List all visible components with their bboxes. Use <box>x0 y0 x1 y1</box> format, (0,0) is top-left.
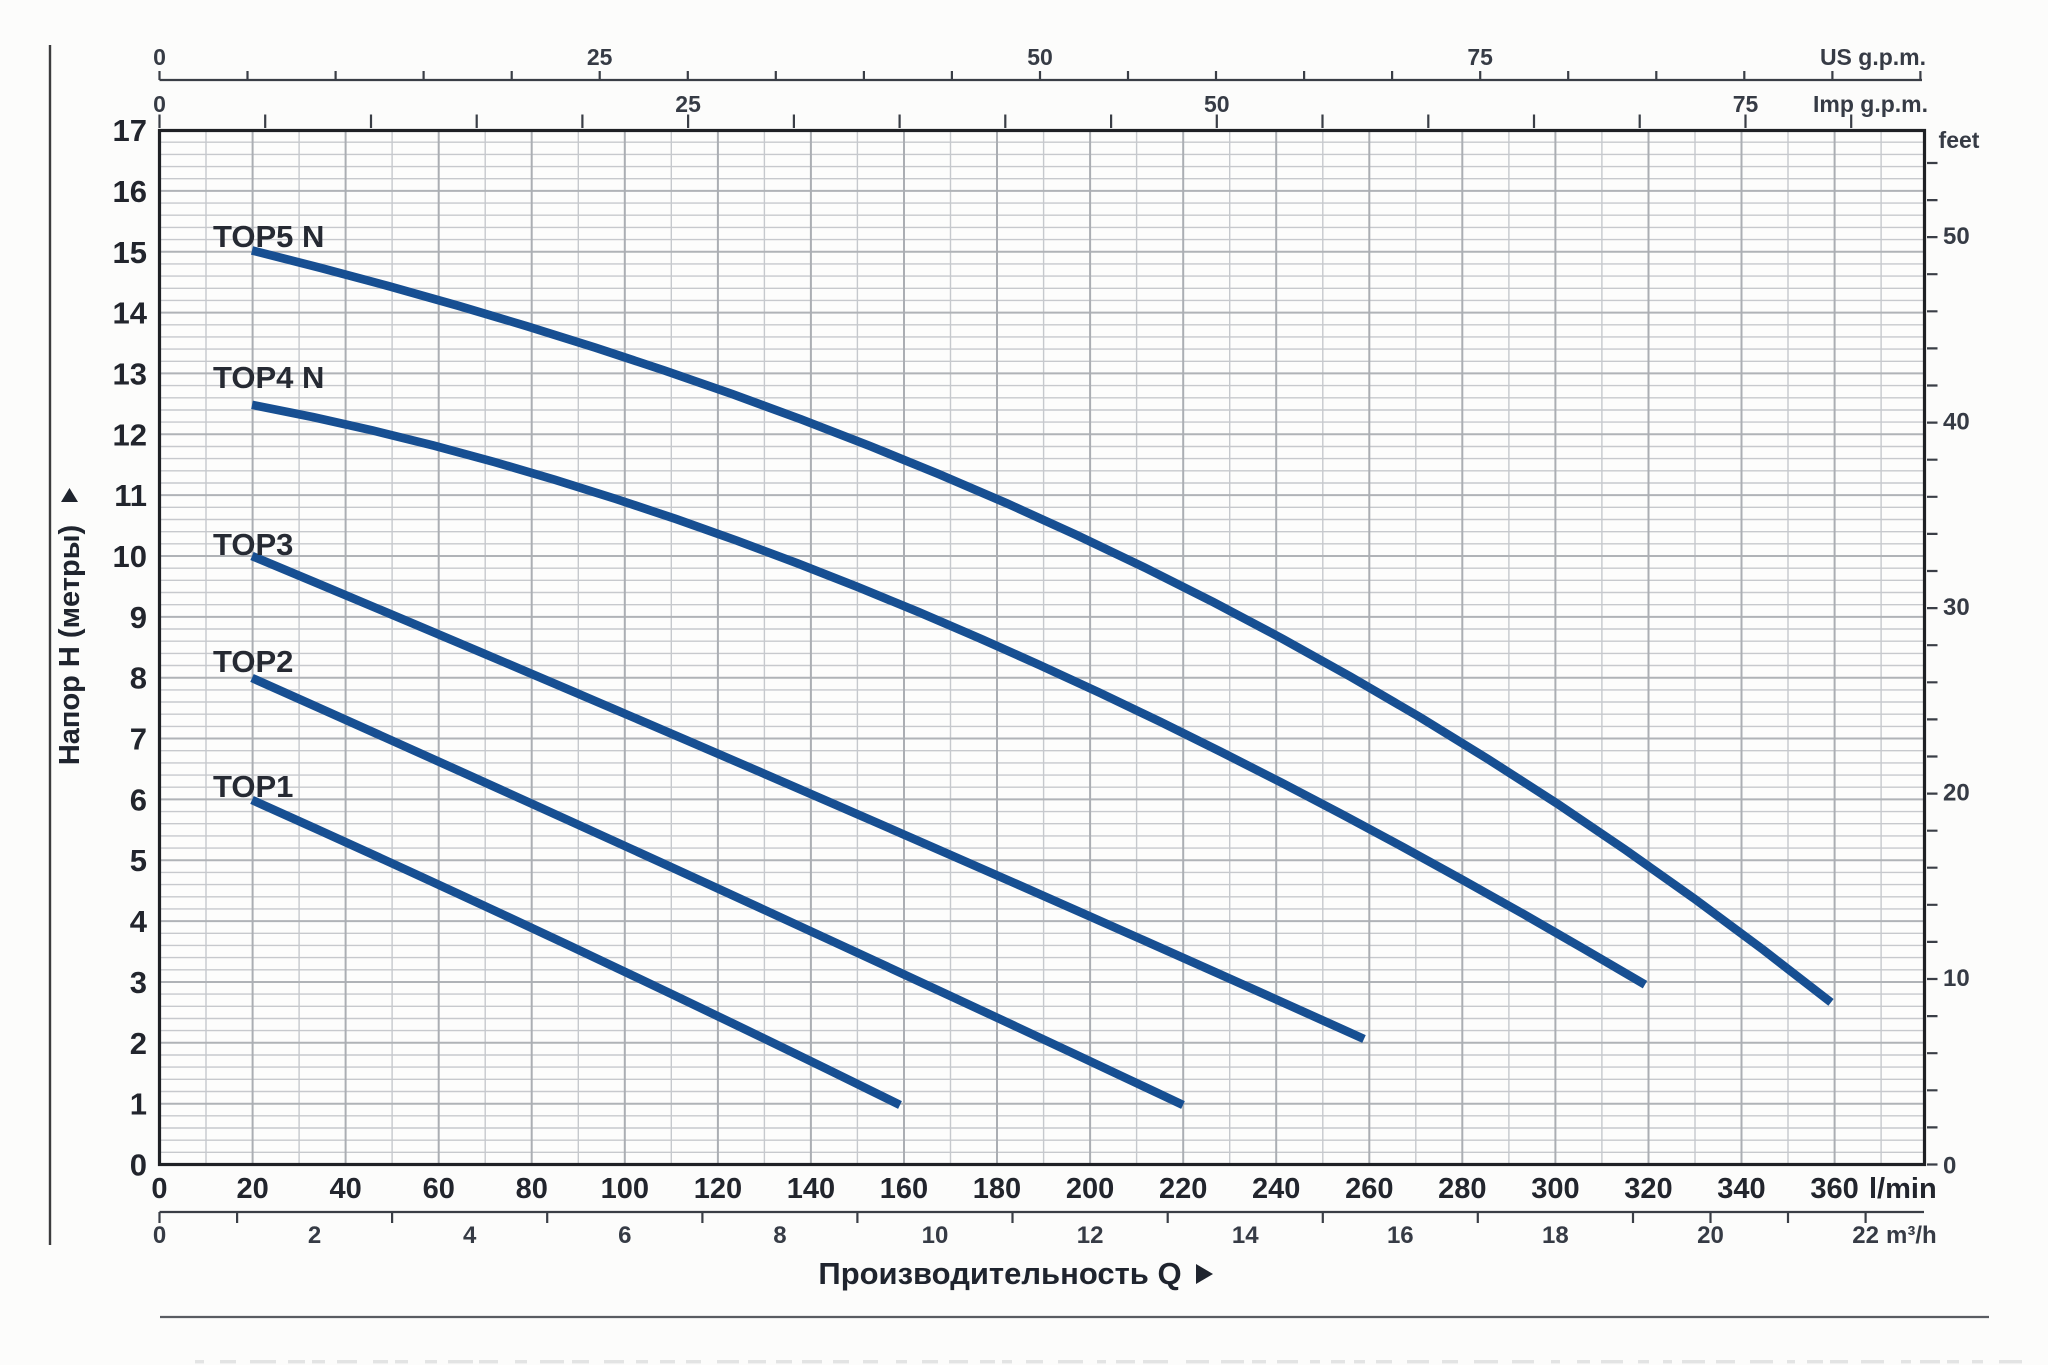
svg-text:20: 20 <box>236 1173 268 1205</box>
svg-text:Производительность Q: Производительность Q <box>818 1256 1181 1291</box>
svg-text:TOP3: TOP3 <box>213 527 293 562</box>
svg-text:0: 0 <box>153 1222 166 1249</box>
svg-text:25: 25 <box>587 44 613 70</box>
svg-text:20: 20 <box>1943 780 1970 807</box>
svg-text:14: 14 <box>1232 1222 1259 1249</box>
svg-text:12: 12 <box>113 417 147 452</box>
svg-text:300: 300 <box>1531 1173 1579 1205</box>
svg-text:TOP4 N: TOP4 N <box>213 360 324 395</box>
svg-text:US g.p.m.: US g.p.m. <box>1820 44 1926 70</box>
svg-text:8: 8 <box>773 1222 786 1249</box>
svg-text:60: 60 <box>423 1173 455 1205</box>
svg-text:8: 8 <box>130 661 147 696</box>
svg-text:12: 12 <box>1077 1222 1104 1249</box>
svg-text:160: 160 <box>880 1173 928 1205</box>
svg-text:100: 100 <box>601 1173 649 1205</box>
svg-text:50: 50 <box>1943 223 1970 250</box>
svg-text:11: 11 <box>114 478 147 513</box>
svg-text:5: 5 <box>130 843 147 878</box>
svg-text:10: 10 <box>113 539 147 574</box>
svg-text:0: 0 <box>153 44 166 70</box>
svg-text:40: 40 <box>329 1173 361 1205</box>
svg-text:4: 4 <box>463 1222 477 1249</box>
svg-text:feet: feet <box>1939 127 1980 153</box>
svg-text:m³/h: m³/h <box>1886 1222 1937 1249</box>
svg-text:18: 18 <box>1542 1222 1569 1249</box>
svg-text:140: 140 <box>787 1173 835 1205</box>
svg-text:75: 75 <box>1733 91 1759 117</box>
svg-text:7: 7 <box>130 722 147 757</box>
svg-text:6: 6 <box>130 782 147 817</box>
svg-text:25: 25 <box>675 91 701 117</box>
svg-text:13: 13 <box>113 356 147 391</box>
svg-text:30: 30 <box>1943 594 1970 621</box>
svg-text:22: 22 <box>1852 1222 1879 1249</box>
svg-text:14: 14 <box>113 296 148 331</box>
svg-text:280: 280 <box>1438 1173 1486 1205</box>
svg-text:Напор H (метры): Напор H (метры) <box>54 525 86 765</box>
svg-text:240: 240 <box>1252 1173 1300 1205</box>
svg-text:50: 50 <box>1027 44 1053 70</box>
svg-text:50: 50 <box>1204 91 1230 117</box>
svg-text:TOP2: TOP2 <box>213 644 293 679</box>
svg-text:220: 220 <box>1159 1173 1207 1205</box>
svg-text:4: 4 <box>130 904 148 939</box>
svg-text:20: 20 <box>1697 1222 1724 1249</box>
svg-text:17: 17 <box>113 113 147 148</box>
svg-text:0: 0 <box>1943 1153 1956 1180</box>
svg-text:10: 10 <box>1943 965 1970 992</box>
svg-text:16: 16 <box>113 174 147 209</box>
svg-text:0: 0 <box>130 1148 147 1183</box>
svg-text:340: 340 <box>1717 1173 1765 1205</box>
svg-text:10: 10 <box>922 1222 949 1249</box>
svg-text:360: 360 <box>1810 1173 1858 1205</box>
svg-text:180: 180 <box>973 1173 1021 1205</box>
svg-text:0: 0 <box>153 91 166 117</box>
svg-text:Imp g.p.m.: Imp g.p.m. <box>1813 91 1928 117</box>
svg-text:TOP5 N: TOP5 N <box>213 219 324 254</box>
svg-text:TOP1: TOP1 <box>213 769 293 804</box>
svg-text:2: 2 <box>130 1026 147 1061</box>
svg-text:16: 16 <box>1387 1222 1414 1249</box>
svg-text:1: 1 <box>130 1087 147 1122</box>
svg-text:200: 200 <box>1066 1173 1114 1205</box>
svg-text:80: 80 <box>516 1173 548 1205</box>
svg-text:75: 75 <box>1467 44 1493 70</box>
svg-text:9: 9 <box>130 600 147 635</box>
svg-text:260: 260 <box>1345 1173 1393 1205</box>
svg-text:15: 15 <box>113 235 147 270</box>
svg-text:6: 6 <box>618 1222 631 1249</box>
svg-text:2: 2 <box>308 1222 321 1249</box>
svg-text:l/min: l/min <box>1869 1173 1937 1205</box>
svg-text:3: 3 <box>130 965 147 1000</box>
svg-text:120: 120 <box>694 1173 742 1205</box>
svg-text:0: 0 <box>151 1173 167 1205</box>
svg-text:40: 40 <box>1943 409 1970 436</box>
svg-text:320: 320 <box>1624 1173 1672 1205</box>
